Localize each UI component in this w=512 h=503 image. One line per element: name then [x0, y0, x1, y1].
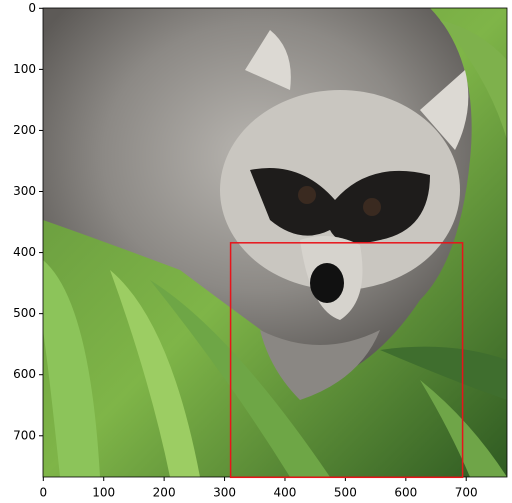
highlight-rectangle [229, 242, 464, 479]
image [43, 8, 507, 477]
x-tick-label: 400 [274, 486, 297, 500]
x-tick-label: 600 [394, 486, 417, 500]
y-tick-label: 300 [13, 184, 36, 198]
y-tick-label: 0 [28, 1, 36, 15]
x-tick-label: 300 [213, 486, 236, 500]
x-tick-label: 100 [92, 486, 115, 500]
x-tick-label: 200 [153, 486, 176, 500]
y-tick-label: 100 [13, 62, 36, 76]
x-tick-label: 0 [39, 486, 47, 500]
y-tick-label: 400 [13, 245, 36, 259]
y-tick-label: 200 [13, 123, 36, 137]
y-tick-label: 700 [13, 428, 36, 442]
y-tick-label: 600 [13, 367, 36, 381]
x-tick-label: 700 [455, 486, 478, 500]
y-tick-label: 500 [13, 306, 36, 320]
x-tick-label: 500 [334, 486, 357, 500]
